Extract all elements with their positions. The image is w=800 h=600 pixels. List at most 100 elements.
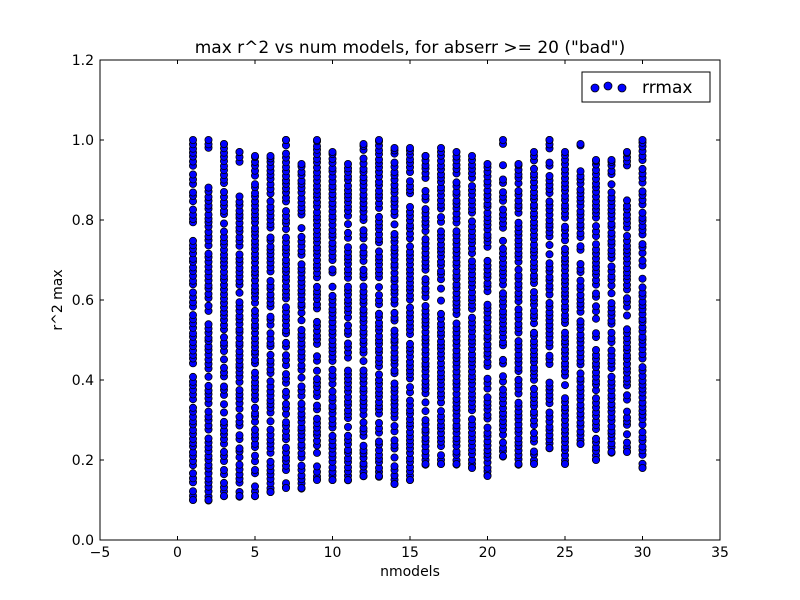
- y-tick-label: 0.6: [72, 293, 94, 309]
- scatter-point: [638, 208, 647, 217]
- scatter-point: [266, 377, 275, 386]
- x-tick-label: 20: [479, 545, 497, 561]
- scatter-point: [623, 447, 632, 456]
- scatter-point: [250, 368, 259, 377]
- scatter-point: [405, 242, 414, 251]
- scatter-point: [188, 372, 197, 381]
- scatter-point: [514, 218, 523, 227]
- scatter-point: [343, 366, 352, 375]
- scatter-point: [623, 391, 632, 400]
- scatter-point: [390, 462, 399, 471]
- scatter-point: [421, 205, 430, 214]
- scatter-point: [592, 434, 601, 443]
- scatter-point: [576, 259, 585, 268]
- scatter-point: [405, 383, 414, 392]
- scatter-point: [514, 186, 523, 195]
- scatter-point: [219, 363, 228, 372]
- scatter-point: [405, 475, 414, 484]
- scatter-point: [266, 350, 275, 359]
- y-tick-label: 1.0: [72, 133, 94, 149]
- scatter-point: [328, 147, 337, 156]
- scatter-point: [545, 158, 554, 167]
- scatter-point: [204, 381, 213, 390]
- scatter-point: [390, 326, 399, 335]
- scatter-point: [328, 365, 337, 374]
- scatter-point: [405, 202, 414, 211]
- scatter-point: [592, 329, 601, 338]
- scatter-point: [281, 207, 290, 216]
- scatter-point: [514, 265, 523, 274]
- scatter-point: [204, 320, 213, 329]
- scatter-point: [545, 443, 554, 452]
- scatter-point: [390, 479, 399, 488]
- scatter-point: [390, 421, 399, 430]
- scatter-point: [204, 301, 213, 310]
- scatter-point: [607, 372, 616, 381]
- scatter-point: [545, 378, 554, 387]
- scatter-point: [188, 188, 197, 197]
- scatter-point: [235, 250, 244, 259]
- scatter-point: [545, 408, 554, 417]
- scatter-point: [623, 231, 632, 240]
- y-axis-ticks: 0.0 0.2 0.4 0.6 0.8 1.0 1.2: [72, 53, 720, 549]
- scatter-point: [204, 372, 213, 381]
- scatter-point: [467, 313, 476, 322]
- scatter-point: [405, 396, 414, 405]
- scatter-point: [281, 443, 290, 452]
- scatter-point: [545, 298, 554, 307]
- scatter-point: [623, 147, 632, 156]
- scatter-point: [592, 289, 601, 298]
- scatter-point: [188, 135, 197, 144]
- scatter-point: [623, 325, 632, 334]
- scatter-point: [638, 363, 647, 372]
- scatter-point: [343, 422, 352, 431]
- scatter-point: [576, 276, 585, 285]
- scatter-point: [623, 196, 632, 205]
- x-tick-label: 35: [711, 545, 729, 561]
- scatter-point: [374, 135, 383, 144]
- legend: rrmax: [581, 71, 711, 103]
- scatter-point: [374, 212, 383, 221]
- scatter-point: [250, 180, 259, 189]
- scatter-point: [343, 220, 352, 229]
- scatter-point: [297, 373, 306, 382]
- scatter-point: [188, 469, 197, 478]
- scatter-point: [530, 447, 539, 456]
- scatter-point: [638, 187, 647, 196]
- scatter-point: [436, 451, 445, 460]
- scatter-point: [530, 147, 539, 156]
- scatter-point: [359, 282, 368, 291]
- scatter-point: [359, 265, 368, 274]
- scatter-point: [297, 232, 306, 241]
- scatter-point: [312, 462, 321, 471]
- scatter-point: [530, 328, 539, 337]
- scatter-point: [312, 374, 321, 383]
- scatter-point: [576, 242, 585, 251]
- scatter-point: [204, 495, 213, 504]
- scatter-point: [297, 483, 306, 492]
- scatter-point: [204, 135, 213, 144]
- scatter-point: [592, 314, 601, 323]
- scatter-point: [545, 351, 554, 360]
- scatter-point: [623, 407, 632, 416]
- scatter-point: [483, 423, 492, 432]
- scatter-point: [374, 247, 383, 256]
- scatter-point: [592, 345, 601, 354]
- scatter-point: [219, 355, 228, 364]
- scatter-point: [266, 276, 275, 285]
- scatter-point: [188, 236, 197, 245]
- scatter-point: [281, 303, 290, 312]
- scatter-point: [281, 387, 290, 396]
- x-tick-label: 30: [634, 545, 652, 561]
- scatter-point: [312, 414, 321, 423]
- scatter-point: [188, 403, 197, 412]
- scatter-point: [607, 180, 616, 189]
- scatter-point: [561, 381, 570, 390]
- scatter-point: [436, 143, 445, 152]
- scatter-point: [405, 339, 414, 348]
- scatter-point: [530, 164, 539, 173]
- data-points: [188, 135, 647, 505]
- scatter-point: [498, 135, 507, 144]
- scatter-point: [204, 183, 213, 192]
- scatter-point: [514, 398, 523, 407]
